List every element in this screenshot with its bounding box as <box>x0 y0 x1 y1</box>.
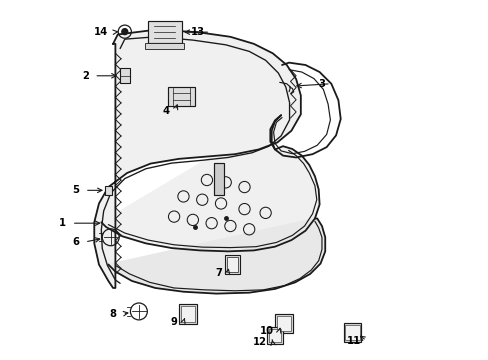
Text: 3: 3 <box>318 79 325 89</box>
FancyBboxPatch shape <box>145 43 183 49</box>
Bar <box>225 255 240 274</box>
Polygon shape <box>108 219 325 294</box>
Bar <box>179 304 197 324</box>
Text: 2: 2 <box>81 71 88 81</box>
Text: 1: 1 <box>59 218 66 228</box>
Bar <box>104 186 112 195</box>
Text: 14: 14 <box>94 27 108 37</box>
Bar <box>120 68 130 83</box>
Text: 12: 12 <box>252 337 266 347</box>
Text: 11: 11 <box>346 336 360 346</box>
Bar <box>268 329 281 342</box>
Bar <box>266 327 283 344</box>
Bar <box>167 87 194 106</box>
Circle shape <box>122 29 127 35</box>
Polygon shape <box>101 115 319 251</box>
Text: 7: 7 <box>215 268 222 278</box>
Bar <box>181 306 195 322</box>
Bar <box>277 316 291 331</box>
Text: 6: 6 <box>72 237 79 247</box>
Polygon shape <box>94 30 300 288</box>
Bar <box>345 325 359 340</box>
Text: 13: 13 <box>190 27 204 37</box>
Bar <box>226 257 238 271</box>
Text: 9: 9 <box>171 317 178 327</box>
Text: 5: 5 <box>72 185 79 195</box>
Text: 10: 10 <box>259 326 273 336</box>
Bar <box>275 314 293 333</box>
Bar <box>214 163 224 195</box>
Text: 8: 8 <box>110 309 117 319</box>
Text: 4: 4 <box>162 105 169 116</box>
FancyBboxPatch shape <box>147 21 181 43</box>
Bar <box>343 323 361 342</box>
